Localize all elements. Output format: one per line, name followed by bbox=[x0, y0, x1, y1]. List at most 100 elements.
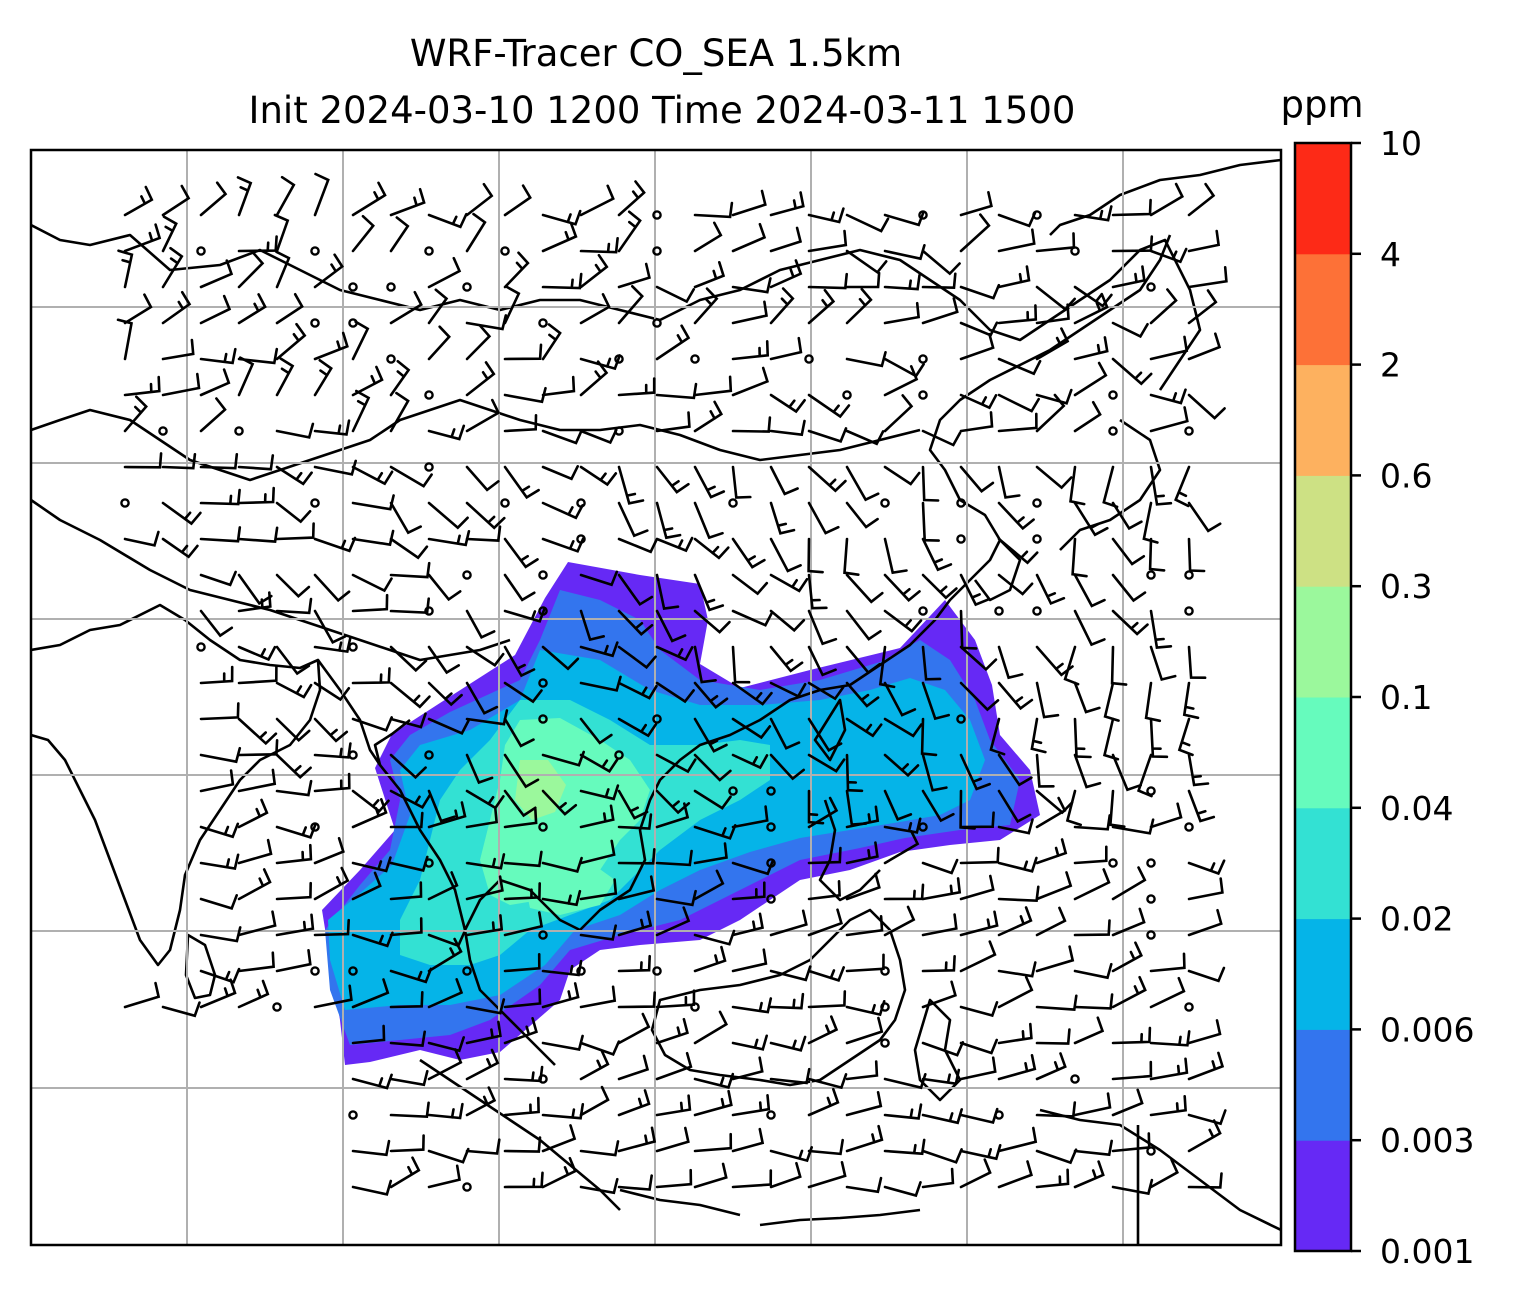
wind-barb bbox=[997, 393, 1040, 413]
wind-barb bbox=[427, 1048, 463, 1081]
wind-barb bbox=[769, 753, 805, 781]
wind-barb bbox=[920, 717, 938, 757]
calm-wind-marker bbox=[576, 966, 586, 976]
wind-barb bbox=[1073, 501, 1109, 537]
wind-barb bbox=[503, 807, 538, 829]
wind-barb bbox=[427, 978, 464, 1009]
wind-barb bbox=[1035, 1052, 1067, 1081]
colorbar-ticks: 0.001 0.003 0.006 0.02 0.04 0.1 0.3 0.6 2 4 10 bbox=[1351, 124, 1474, 1271]
wind-barb bbox=[275, 293, 304, 325]
wind-barb bbox=[1111, 1088, 1144, 1117]
wind-barb bbox=[389, 789, 431, 810]
wind-barb bbox=[1149, 406, 1189, 433]
wind-barb bbox=[921, 272, 957, 290]
wind-barb bbox=[579, 675, 622, 692]
calm-wind-marker bbox=[1184, 1002, 1194, 1012]
wind-barb bbox=[655, 849, 693, 867]
wind-barb bbox=[807, 966, 845, 983]
wind-barb bbox=[465, 914, 504, 937]
wind-barb bbox=[579, 354, 621, 371]
wind-barb bbox=[503, 285, 521, 325]
wind-barb bbox=[807, 609, 838, 646]
wind-barb bbox=[1073, 845, 1108, 865]
wind-barb bbox=[693, 573, 725, 612]
wind-barb bbox=[693, 609, 731, 634]
wind-barb bbox=[237, 645, 277, 662]
wind-barb bbox=[465, 314, 508, 331]
wind-barb bbox=[199, 526, 242, 543]
colorbar-tick-label: 0.02 bbox=[1380, 900, 1453, 939]
wind-barb bbox=[351, 856, 392, 873]
colorbar-tick-label: 2 bbox=[1380, 346, 1401, 385]
wind-barb bbox=[883, 609, 923, 633]
calm-wind-marker bbox=[766, 786, 776, 796]
wind-barb bbox=[1149, 1030, 1191, 1047]
colorbar-swatch bbox=[1295, 1140, 1351, 1252]
wind-barb bbox=[1187, 877, 1224, 901]
wind-barb bbox=[465, 998, 506, 1015]
colorbar-tick-label: 0.001 bbox=[1380, 1232, 1474, 1271]
calm-wind-marker bbox=[538, 930, 548, 940]
coastline-new-guinea bbox=[1039, 1108, 1281, 1232]
wind-barb bbox=[1035, 906, 1067, 937]
wind-barb bbox=[1035, 465, 1073, 490]
wind-barb bbox=[769, 645, 804, 673]
wind-barb bbox=[1182, 681, 1200, 720]
wind-barb bbox=[1035, 1101, 1077, 1118]
colorbar-swatch bbox=[1295, 364, 1351, 476]
wind-barb bbox=[731, 859, 775, 876]
wind-barb bbox=[427, 530, 471, 547]
calm-wind-marker bbox=[310, 246, 320, 256]
wind-barb bbox=[1069, 465, 1086, 506]
wind-barb bbox=[199, 368, 231, 397]
wind-barb bbox=[351, 1024, 386, 1045]
wind-barb bbox=[731, 912, 764, 937]
wind-barb bbox=[883, 717, 923, 738]
wind-barb bbox=[997, 789, 1032, 824]
wind-barb bbox=[617, 262, 651, 289]
wind-barb bbox=[617, 501, 649, 538]
wind-barb bbox=[921, 858, 959, 875]
wind-barb bbox=[1073, 361, 1108, 397]
wind-barb bbox=[199, 926, 242, 943]
wind-barb bbox=[959, 393, 998, 410]
calm-wind-marker bbox=[462, 282, 472, 292]
wind-barb bbox=[655, 382, 698, 400]
wind-barb bbox=[351, 389, 371, 433]
coastline-india bbox=[31, 603, 322, 967]
wind-barb bbox=[579, 253, 609, 289]
wind-barb bbox=[807, 537, 824, 574]
wind-barb bbox=[427, 1036, 465, 1053]
wind-barb bbox=[351, 798, 388, 829]
wind-barb bbox=[351, 465, 394, 486]
wind-barb bbox=[465, 361, 496, 397]
wind-barb bbox=[237, 979, 270, 1009]
wind-barb bbox=[731, 1056, 764, 1081]
wind-barb bbox=[199, 570, 237, 587]
wind-barb bbox=[769, 717, 801, 750]
wind-barb bbox=[503, 953, 541, 973]
wind-barb bbox=[921, 1167, 955, 1189]
wind-barb bbox=[465, 806, 499, 829]
wind-barb bbox=[693, 537, 730, 560]
wind-barb bbox=[655, 753, 697, 774]
calm-wind-marker bbox=[728, 498, 738, 508]
wind-barb bbox=[655, 501, 682, 540]
wind-barb bbox=[731, 222, 767, 253]
wind-barb bbox=[997, 228, 1036, 253]
wind-barb bbox=[997, 1022, 1033, 1045]
wind-barb bbox=[959, 1056, 997, 1081]
wind-barb bbox=[199, 769, 235, 793]
wind-barb bbox=[161, 537, 199, 559]
wind-barb bbox=[1187, 753, 1210, 787]
wind-barb bbox=[731, 573, 769, 596]
wind-barb bbox=[389, 290, 423, 325]
wind-barb bbox=[1111, 265, 1146, 289]
wind-barb bbox=[541, 982, 580, 1009]
wind-barb bbox=[389, 712, 427, 729]
wind-barb bbox=[541, 272, 583, 290]
wind-barb bbox=[921, 1068, 961, 1086]
wind-barb bbox=[275, 522, 315, 541]
wind-barb bbox=[237, 665, 278, 685]
wind-barb bbox=[1142, 501, 1159, 544]
